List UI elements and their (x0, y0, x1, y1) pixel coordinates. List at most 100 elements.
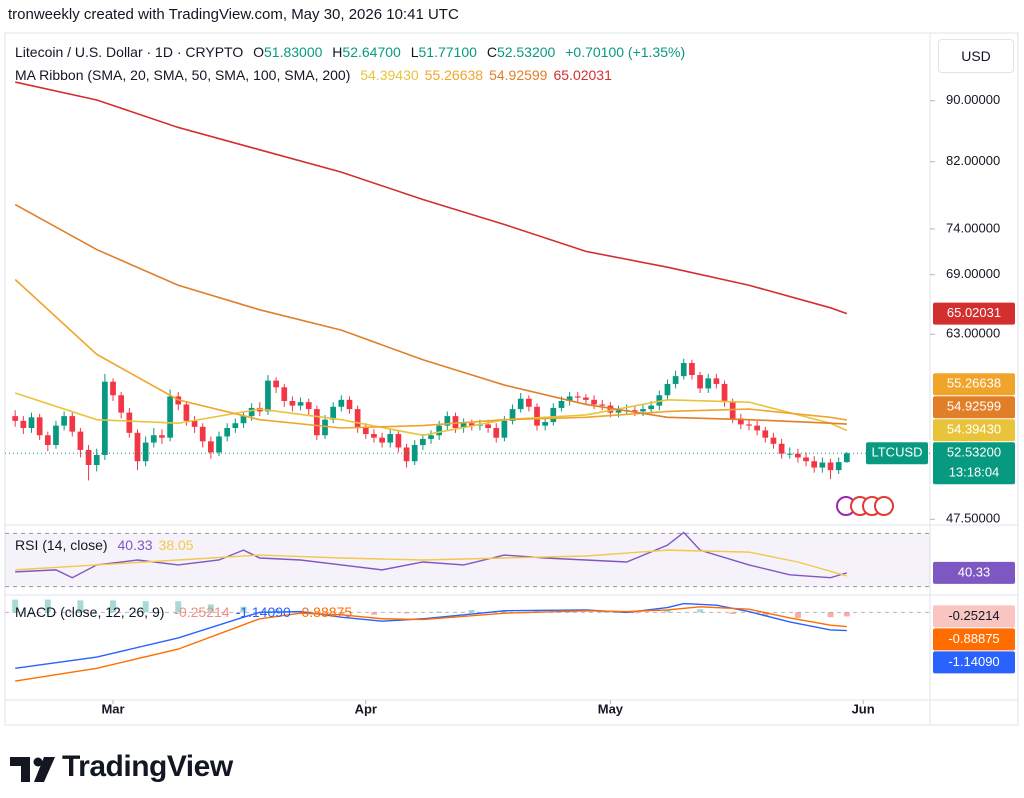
rsi-legend: RSI (14, close) 40.33 38.05 (15, 537, 200, 553)
candle-body (534, 406, 540, 426)
candle-body (460, 423, 467, 429)
candle-body (322, 419, 328, 436)
candle-body (118, 395, 125, 413)
candle-body (697, 375, 703, 389)
histogram-bar (697, 609, 704, 613)
ma-legend-value: 55.26638 (424, 67, 484, 83)
candle-body (126, 412, 133, 433)
ohlc-value: 51.77100 (418, 44, 477, 60)
candle-body (566, 396, 573, 401)
header-title: tronweekly created with TradingView.com,… (8, 6, 459, 23)
candle-body (77, 431, 84, 450)
candle-body (159, 435, 165, 438)
histogram-bar (762, 612, 769, 617)
countdown-label: 13:18:04 (949, 465, 1000, 480)
candle-body (468, 423, 475, 426)
candle-body (770, 437, 777, 444)
candle-body (61, 416, 67, 426)
candle-body (330, 406, 337, 420)
candle-body (362, 428, 369, 435)
candle-body (273, 380, 279, 388)
y-tick-label: 63.00000 (946, 326, 1000, 341)
candle-body (656, 395, 663, 406)
candle-body (12, 416, 19, 421)
x-tick-label: Mar (101, 701, 124, 716)
ohlc-key: H (332, 44, 343, 60)
y-tick-label: 74.00000 (946, 220, 1000, 235)
candle-body (265, 380, 271, 412)
histogram-bar (142, 601, 149, 613)
change-value: +0.70100 (+1.35%) (565, 44, 686, 60)
candle-body (542, 422, 549, 426)
candle-body (297, 402, 304, 406)
candle-body (786, 453, 793, 455)
candle-body (721, 383, 728, 403)
macd-legend-value: -1.14090 (235, 604, 291, 620)
candle-body (827, 462, 834, 471)
candle-body (754, 425, 761, 431)
histogram-bar (599, 611, 606, 613)
candle-body (444, 416, 451, 426)
candle-body (371, 434, 377, 438)
histogram-bar (436, 611, 443, 613)
candle-body (354, 409, 361, 429)
candle-body (680, 362, 687, 377)
y-tick-label: 82.00000 (946, 153, 1000, 168)
ma-legend-value: 65.02031 (553, 67, 612, 83)
candle-body (85, 449, 92, 466)
candle-body (36, 417, 43, 436)
histogram-bar (44, 599, 51, 613)
currency-button[interactable]: USD (938, 39, 1014, 73)
candle-body (689, 362, 695, 376)
event-icons (836, 496, 894, 516)
candle-body (795, 453, 801, 458)
price-tag-label: 40.33 (958, 564, 991, 579)
ohlc-key: O (253, 44, 264, 60)
candle-body (110, 381, 116, 396)
candle-body (142, 442, 149, 462)
candle-body (411, 445, 418, 462)
ma-line (14, 203, 847, 425)
candle-body (705, 378, 712, 389)
candle-body (216, 436, 222, 453)
candle-body (574, 396, 581, 398)
candle-body (599, 404, 606, 406)
price-tag-label: 54.92599 (947, 399, 1001, 414)
candle-body (835, 462, 842, 471)
price-tag (933, 651, 1015, 674)
x-tick-label: May (598, 701, 624, 716)
histogram-bar (77, 600, 84, 613)
price-tag (933, 419, 1015, 442)
ma-legend-value: 54.92599 (489, 67, 548, 83)
price-tag (933, 561, 1015, 584)
candle-body (452, 416, 459, 429)
candle-body (379, 437, 385, 443)
candle-body (314, 409, 320, 436)
candle-body (281, 387, 288, 401)
histogram-bar (370, 612, 377, 615)
histogram-bar (12, 599, 19, 613)
candle-body (248, 407, 255, 417)
candle-body (746, 424, 752, 426)
candle-body (134, 432, 141, 462)
candle-body (28, 417, 35, 429)
candle-body (762, 430, 769, 438)
candle-body (526, 398, 532, 407)
histogram-bar (468, 609, 475, 613)
candle-body (631, 410, 638, 412)
candle-body (420, 438, 426, 446)
candle-body (591, 399, 597, 405)
candle-body (672, 376, 679, 384)
price-tag (933, 302, 1015, 325)
histogram-bar (631, 612, 638, 614)
price-tag-label: -0.25214 (948, 608, 999, 623)
histogram-bar (843, 612, 850, 617)
ohlc-key: C (486, 44, 497, 60)
indicator-title: MA Ribbon (SMA, 20, SMA, 50, SMA, 100, S… (15, 67, 351, 83)
histogram-bar (273, 609, 280, 613)
candle-body (615, 410, 622, 413)
candle-body (713, 378, 720, 384)
histogram-bar (240, 606, 247, 613)
